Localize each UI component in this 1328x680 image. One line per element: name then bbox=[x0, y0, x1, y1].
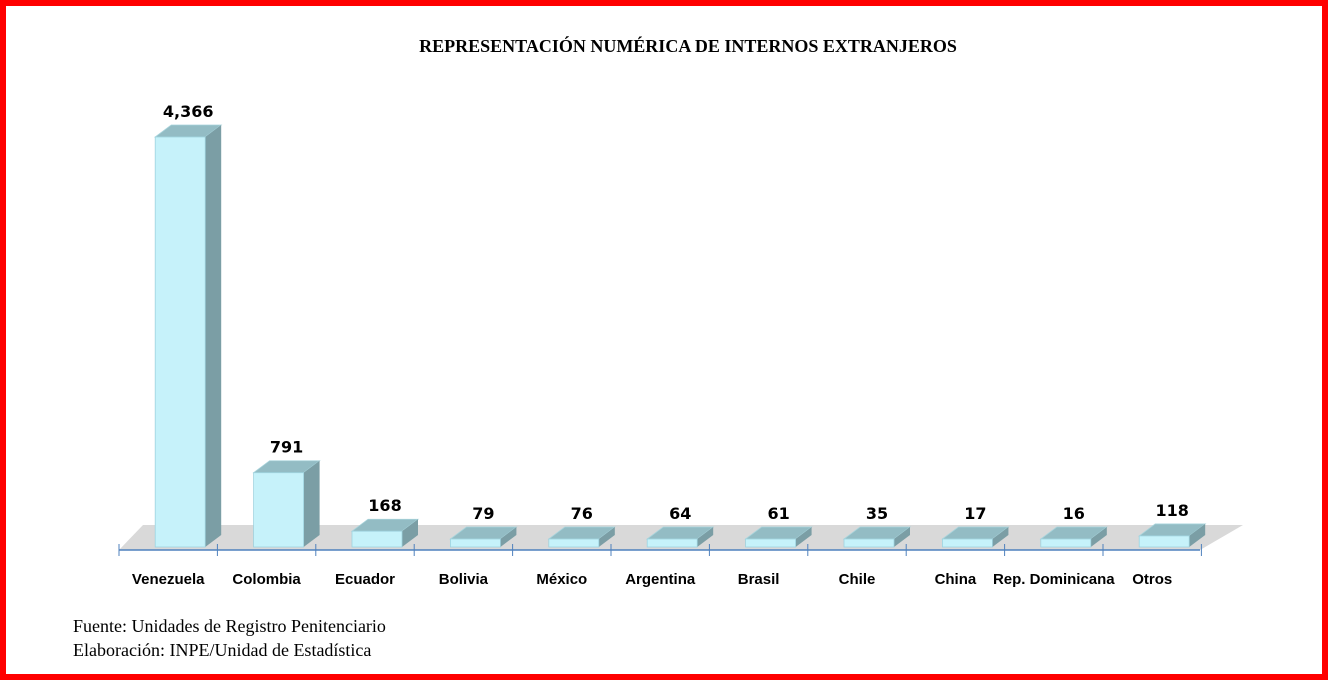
data-label: 79 bbox=[472, 504, 494, 523]
data-label: 35 bbox=[866, 504, 888, 523]
bar-side bbox=[205, 125, 222, 547]
data-label: 4,366 bbox=[163, 102, 214, 121]
category-label: Brasil bbox=[738, 571, 780, 588]
category-label: China bbox=[935, 571, 977, 588]
data-label: 16 bbox=[1063, 504, 1085, 523]
source-note: Fuente: Unidades de Registro Penitenciar… bbox=[73, 616, 386, 636]
bar-china bbox=[942, 538, 993, 548]
bar-side bbox=[1090, 527, 1107, 547]
credit-note: Elaboración: INPE/Unidad de Estadística bbox=[73, 640, 372, 660]
bar-otros bbox=[1138, 535, 1190, 548]
data-label: 791 bbox=[270, 438, 303, 457]
bar-side bbox=[598, 527, 615, 547]
data-label: 64 bbox=[669, 504, 691, 523]
chart-title: REPRESENTACIÓN NUMÉRICA DE INTERNOS EXTR… bbox=[419, 36, 957, 56]
bar-side bbox=[402, 519, 418, 547]
category-label: Otros bbox=[1132, 571, 1172, 588]
bar-side bbox=[303, 460, 320, 547]
bar-side bbox=[500, 527, 517, 547]
category-label: Bolivia bbox=[439, 571, 489, 588]
bar-venezuela bbox=[154, 136, 206, 548]
data-label: 118 bbox=[1155, 501, 1188, 520]
category-label: Rep. Dominicana bbox=[993, 571, 1115, 588]
bar-side bbox=[1189, 523, 1206, 547]
category-label: México bbox=[536, 571, 587, 588]
bar-argentina bbox=[646, 538, 698, 548]
category-label: Ecuador bbox=[335, 571, 395, 588]
bar-side bbox=[992, 527, 1009, 547]
bar-brasil bbox=[745, 538, 796, 548]
bar-colombia bbox=[253, 472, 305, 548]
category-label: Chile bbox=[839, 571, 876, 588]
data-label: 61 bbox=[767, 504, 789, 523]
bar-ecuador bbox=[351, 530, 403, 548]
bar-bolivia bbox=[449, 538, 501, 548]
bar-side bbox=[697, 527, 714, 547]
data-label: 168 bbox=[368, 496, 401, 515]
bar-rep-dominicana bbox=[1040, 538, 1092, 548]
data-label: 76 bbox=[571, 504, 593, 523]
bar-side bbox=[894, 527, 910, 547]
category-label: Colombia bbox=[232, 571, 301, 588]
bar-side bbox=[795, 527, 812, 547]
data-label: 17 bbox=[964, 504, 986, 523]
category-label: Argentina bbox=[625, 571, 696, 588]
bar-chile bbox=[843, 538, 895, 548]
category-label: Venezuela bbox=[132, 571, 205, 588]
bar-m-xico bbox=[548, 538, 600, 548]
